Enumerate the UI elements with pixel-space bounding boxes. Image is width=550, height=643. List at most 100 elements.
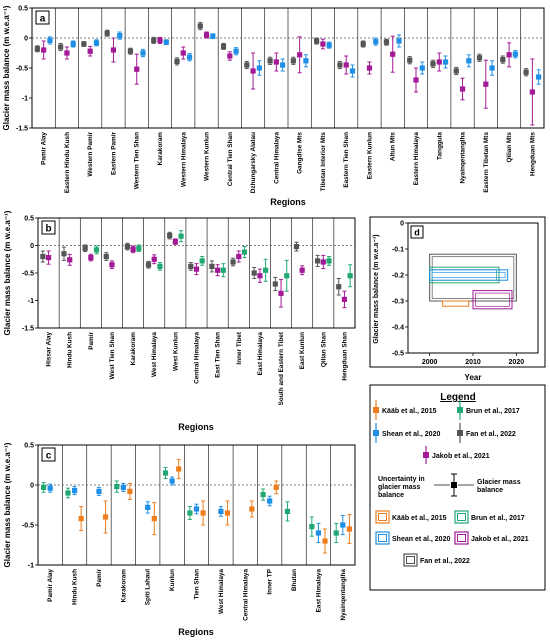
point-fan bbox=[290, 58, 296, 64]
point-shean bbox=[47, 485, 53, 491]
point-fan bbox=[151, 37, 157, 43]
point-brun bbox=[162, 470, 169, 476]
legend-kaab-marker bbox=[373, 407, 379, 413]
legend-kaab-label: Kääb et al., 2015 bbox=[382, 408, 437, 415]
x-tick-label: 2000 bbox=[422, 359, 438, 366]
y-tick-label: -1 bbox=[28, 298, 34, 305]
legend-point-jakob: Jakob et al., 2021 bbox=[423, 446, 490, 464]
panel-a-badge-box bbox=[35, 10, 50, 25]
point-jakob bbox=[413, 77, 419, 83]
point-brun bbox=[114, 484, 120, 490]
point-fan bbox=[500, 57, 506, 63]
point-shean bbox=[315, 530, 322, 536]
point-jakob bbox=[193, 266, 200, 272]
legend-shean-box-inner bbox=[378, 534, 387, 542]
point-jakob bbox=[366, 65, 373, 71]
panel-a-x-axis-label: Regions bbox=[270, 197, 306, 207]
y-tick-label: 0 bbox=[30, 483, 34, 490]
x-tick-label: Western Pamir bbox=[87, 131, 94, 176]
point-jakob bbox=[236, 253, 242, 260]
x-tick-label: Eastern Tien Shan bbox=[343, 132, 350, 188]
panel-c-x-tick-labels: Pamir Alay Hindu Kush Pamir Karakoram Spiti … bbox=[47, 568, 347, 621]
point-shean bbox=[145, 504, 151, 510]
period-box-kaab bbox=[442, 300, 470, 307]
x-tick-label: East Himalaya bbox=[257, 332, 264, 376]
y-tick-label: 0 bbox=[24, 36, 28, 43]
point-fan bbox=[82, 245, 88, 251]
x-tick-label: Eastern Pamir bbox=[110, 131, 117, 174]
point-brun bbox=[220, 267, 226, 273]
x-tick-label: Tanggula bbox=[436, 132, 443, 160]
point-shean bbox=[396, 38, 402, 44]
point-brun bbox=[41, 484, 47, 490]
point-shean bbox=[186, 54, 193, 60]
point-kaab bbox=[346, 526, 352, 532]
point-jakob bbox=[436, 59, 442, 65]
legend-point-shean: Shean et al., 2020 bbox=[373, 423, 440, 443]
legend-shean-box bbox=[375, 531, 390, 545]
y-tick-label: 0 bbox=[30, 243, 34, 250]
panel-a-letter: a bbox=[40, 14, 46, 25]
x-tick-label: Pamir bbox=[88, 331, 95, 349]
point-jakob bbox=[45, 255, 52, 261]
legend-brun-box-inner bbox=[457, 513, 466, 521]
point-fan bbox=[167, 233, 173, 239]
point-shean bbox=[233, 48, 239, 54]
panel-a-gridlines bbox=[54, 8, 522, 128]
point-fan bbox=[430, 61, 436, 67]
panel-c-x-axis-label: Regions bbox=[178, 627, 214, 637]
point-fan bbox=[337, 62, 343, 68]
point-fan bbox=[34, 46, 40, 52]
point-shean bbox=[193, 506, 200, 512]
point-shean bbox=[218, 508, 224, 514]
point-jakob bbox=[320, 259, 326, 265]
legend-shean-marker bbox=[373, 430, 379, 436]
point-brun bbox=[333, 530, 339, 536]
x-tick-label: Central Tien Shan bbox=[227, 132, 234, 186]
point-kaab bbox=[200, 510, 206, 516]
panel-b-y-ticks: 0.5 0 -0.5 -1 -1.5 bbox=[22, 216, 38, 333]
point-shean bbox=[256, 65, 262, 71]
point-shean bbox=[169, 478, 175, 484]
legend-point-kaab: Kääb et al., 2015 bbox=[373, 400, 437, 420]
point-jakob bbox=[257, 273, 263, 279]
y-tick-label: -1.5 bbox=[16, 126, 28, 133]
point-kaab bbox=[78, 516, 84, 522]
point-jakob bbox=[343, 62, 349, 68]
point-fan bbox=[103, 253, 109, 260]
x-tick-label: Western Tien Shan bbox=[134, 132, 141, 189]
panel-c-gridlines bbox=[62, 445, 331, 565]
x-tick-label: Qilian Shan bbox=[320, 332, 327, 367]
point-fan bbox=[174, 58, 180, 64]
panel-b-marks bbox=[40, 230, 353, 309]
period-box-inner-jakob bbox=[475, 292, 510, 307]
x-tick-label: Spiti Lahaul bbox=[145, 569, 152, 605]
point-fan bbox=[188, 263, 194, 269]
point-brun bbox=[157, 263, 163, 269]
legend-box-brun: Brun et al., 2017 bbox=[454, 510, 525, 524]
period-box-shean bbox=[429, 269, 509, 281]
x-tick-label: Central Himalaya bbox=[273, 132, 280, 184]
point-jakob bbox=[529, 89, 535, 95]
y-tick-label: -0.5 bbox=[16, 66, 28, 73]
point-shean bbox=[442, 59, 449, 65]
y-tick-label: 0.5 bbox=[24, 443, 34, 450]
point-brun bbox=[263, 267, 269, 273]
x-tick-label: Nyainqentanglha bbox=[340, 569, 347, 621]
y-tick-label: -1 bbox=[22, 96, 28, 103]
x-tick-label: Western Kunlun bbox=[204, 132, 211, 181]
panel-c-marks bbox=[41, 458, 352, 554]
panel-d-letter: d bbox=[414, 228, 420, 238]
legend-fan-box bbox=[403, 553, 418, 567]
point-jakob bbox=[134, 66, 140, 72]
point-shean bbox=[303, 58, 309, 64]
period-box-jakob bbox=[472, 290, 513, 310]
panel-d: d 0 -0.1 -0.2 -0.3 -0.4 -0.5 2000 2010 2020 Gla… bbox=[369, 216, 546, 382]
point-shean bbox=[326, 42, 332, 48]
point-fan bbox=[104, 30, 110, 36]
point-fan bbox=[360, 41, 366, 47]
point-jakob bbox=[151, 256, 157, 262]
legend-box-fan: Fan et al., 2022 bbox=[403, 553, 470, 567]
x-tick-label: Karakoram bbox=[130, 332, 137, 366]
point-fan bbox=[383, 39, 390, 45]
